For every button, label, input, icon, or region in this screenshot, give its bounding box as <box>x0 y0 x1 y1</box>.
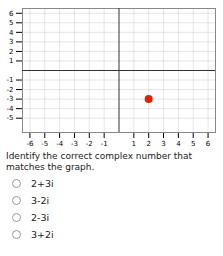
svg-text:-5: -5 <box>7 114 14 122</box>
svg-text:-2: -2 <box>86 140 93 148</box>
svg-text:-4: -4 <box>56 140 64 148</box>
svg-text:3: 3 <box>9 38 13 46</box>
html-text:2+3i: 2+3i <box>31 178 54 189</box>
html-text:3-2i: 3-2i <box>31 195 50 206</box>
html-text:3+2i: 3+2i <box>31 229 54 240</box>
html-text:2-3i: 2-3i <box>31 212 50 223</box>
svg-text:6: 6 <box>206 140 211 148</box>
svg-text:-2: -2 <box>7 86 14 94</box>
svg-text:6: 6 <box>9 10 14 18</box>
svg-text:-1: -1 <box>101 140 108 148</box>
svg-text:5: 5 <box>9 19 13 27</box>
svg-text:-4: -4 <box>7 105 15 113</box>
svg-text:4: 4 <box>176 140 181 148</box>
svg-text:1: 1 <box>9 57 13 65</box>
svg-text:1: 1 <box>132 140 136 148</box>
svg-text:-3: -3 <box>71 140 78 148</box>
html-text:Identify the correct complex n: Identify the correct complex number that… <box>6 151 193 172</box>
svg-text:2: 2 <box>9 48 13 56</box>
svg-text:3: 3 <box>161 140 165 148</box>
svg-text:-3: -3 <box>7 95 14 103</box>
svg-text:-1: -1 <box>7 76 14 84</box>
svg-text:-5: -5 <box>41 140 48 148</box>
svg-text:2: 2 <box>146 140 150 148</box>
svg-text:5: 5 <box>191 140 195 148</box>
svg-text:4: 4 <box>9 29 14 37</box>
svg-text:-6: -6 <box>26 140 34 148</box>
